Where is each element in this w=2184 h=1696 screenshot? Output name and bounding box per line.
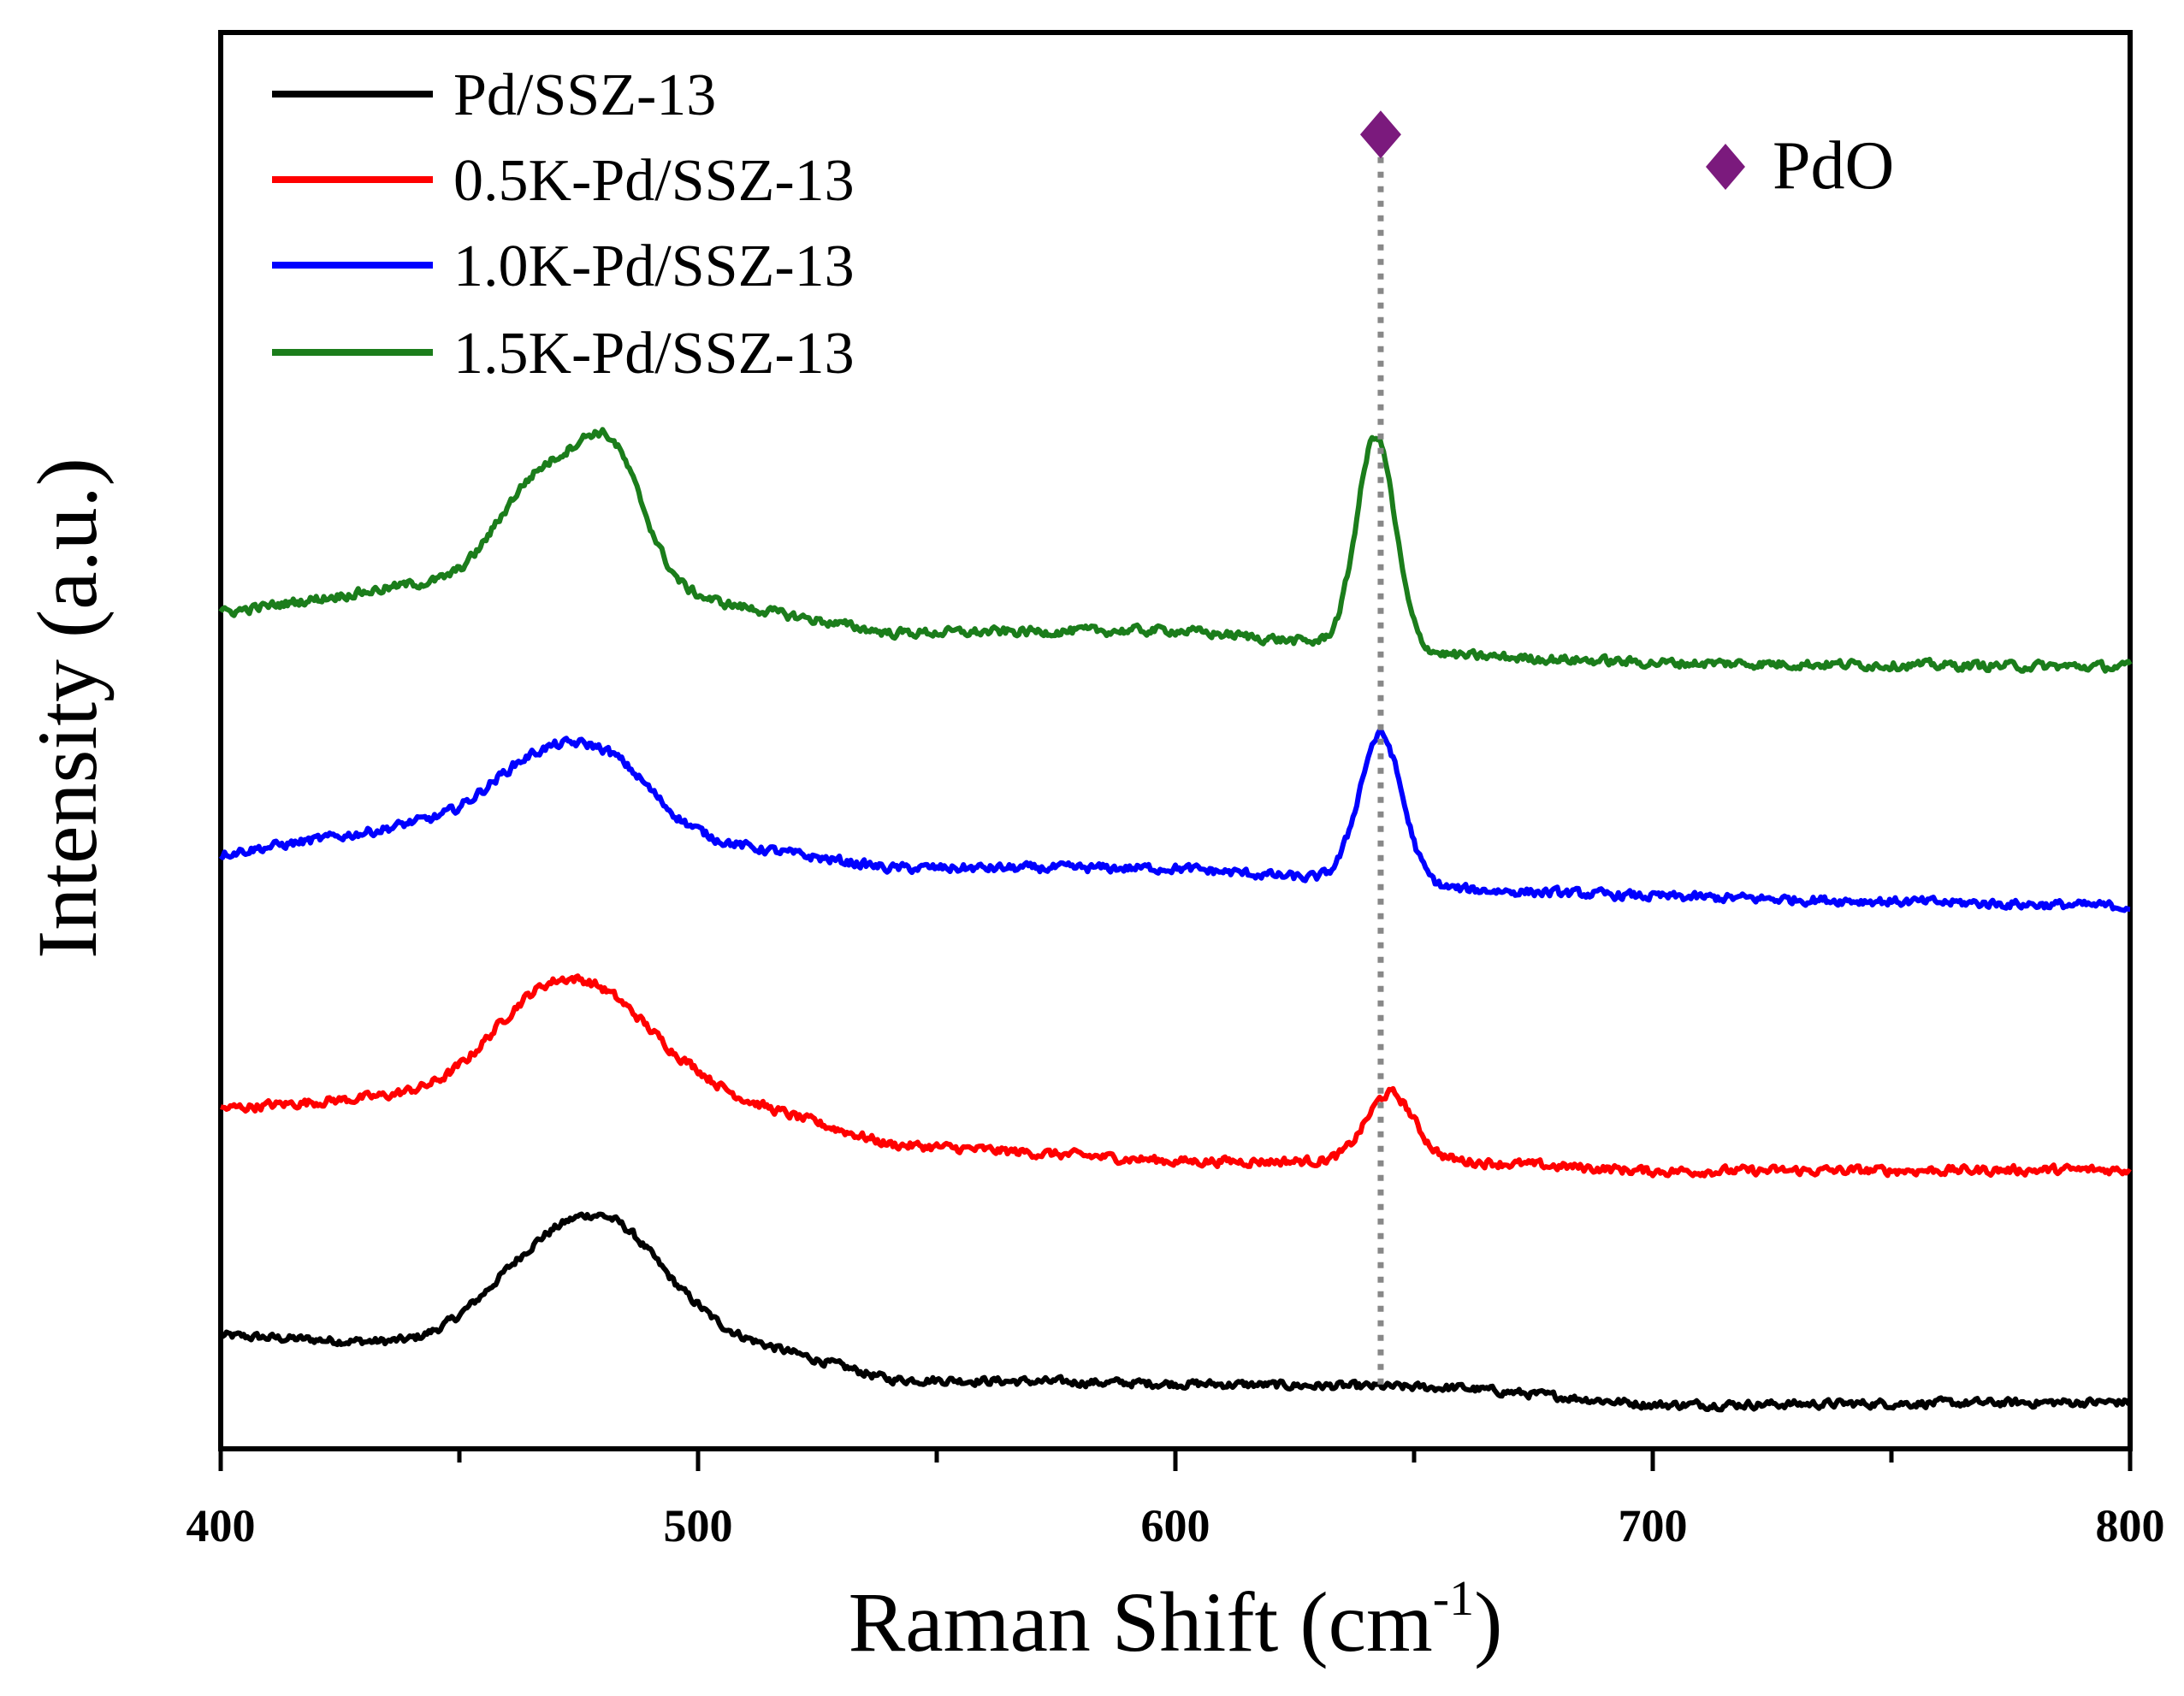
pdo-diamond-icon <box>1359 110 1401 159</box>
legend-label: 1.5K-Pd/SSZ-13 <box>453 321 855 387</box>
series-lines <box>218 427 2133 1413</box>
x-tick-label: 500 <box>664 1500 733 1551</box>
x-tick-label: 400 <box>186 1500 256 1551</box>
x-axis-ticks <box>218 1449 2133 1471</box>
pdo-annotation: PdO <box>1706 128 1894 204</box>
pdo-legend-diamond-icon <box>1706 144 1745 190</box>
x-tick-label: 700 <box>1619 1500 1688 1551</box>
series-line-1-0k-pd-ssz13 <box>218 727 2131 913</box>
series-line-0-5k-pd-ssz13 <box>220 973 2132 1179</box>
x-axis-title: Raman Shift (cm-1) <box>849 1570 1503 1669</box>
legend-label: 0.5K-Pd/SSZ-13 <box>453 148 855 214</box>
y-axis-title: Intensity (a.u.) <box>20 458 115 959</box>
legend-label: 1.0K-Pd/SSZ-13 <box>453 233 855 299</box>
pdo-annotation-label: PdO <box>1773 128 1894 204</box>
x-tick-label: 600 <box>1141 1500 1210 1551</box>
x-tick-label: 800 <box>2096 1500 2165 1551</box>
legend: Pd/SSZ-13 0.5K-Pd/SSZ-13 1.0K-Pd/SSZ-13 … <box>272 62 855 387</box>
series-line-1-5k-pd-ssz13 <box>218 427 2133 674</box>
legend-label: Pd/SSZ-13 <box>453 62 716 128</box>
series-line-pd-ssz13 <box>218 1211 2131 1413</box>
